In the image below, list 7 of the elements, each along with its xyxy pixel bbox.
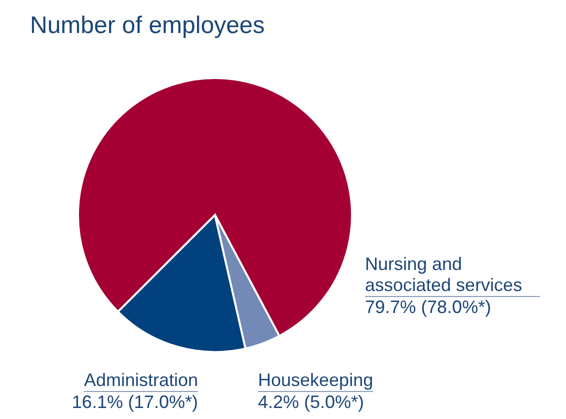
chart-title: Number of employees bbox=[30, 12, 265, 40]
slice-label: Housekeeping bbox=[258, 370, 374, 392]
slice-label: Nursing and associated services bbox=[365, 254, 540, 297]
data-label: 79.7% (78.0%*) bbox=[365, 297, 492, 318]
data-label: 16.1% (17.0%*) bbox=[70, 392, 198, 413]
data-label: 4.2% (5.0%*) bbox=[258, 392, 366, 413]
slice-label: Administration bbox=[84, 370, 198, 392]
